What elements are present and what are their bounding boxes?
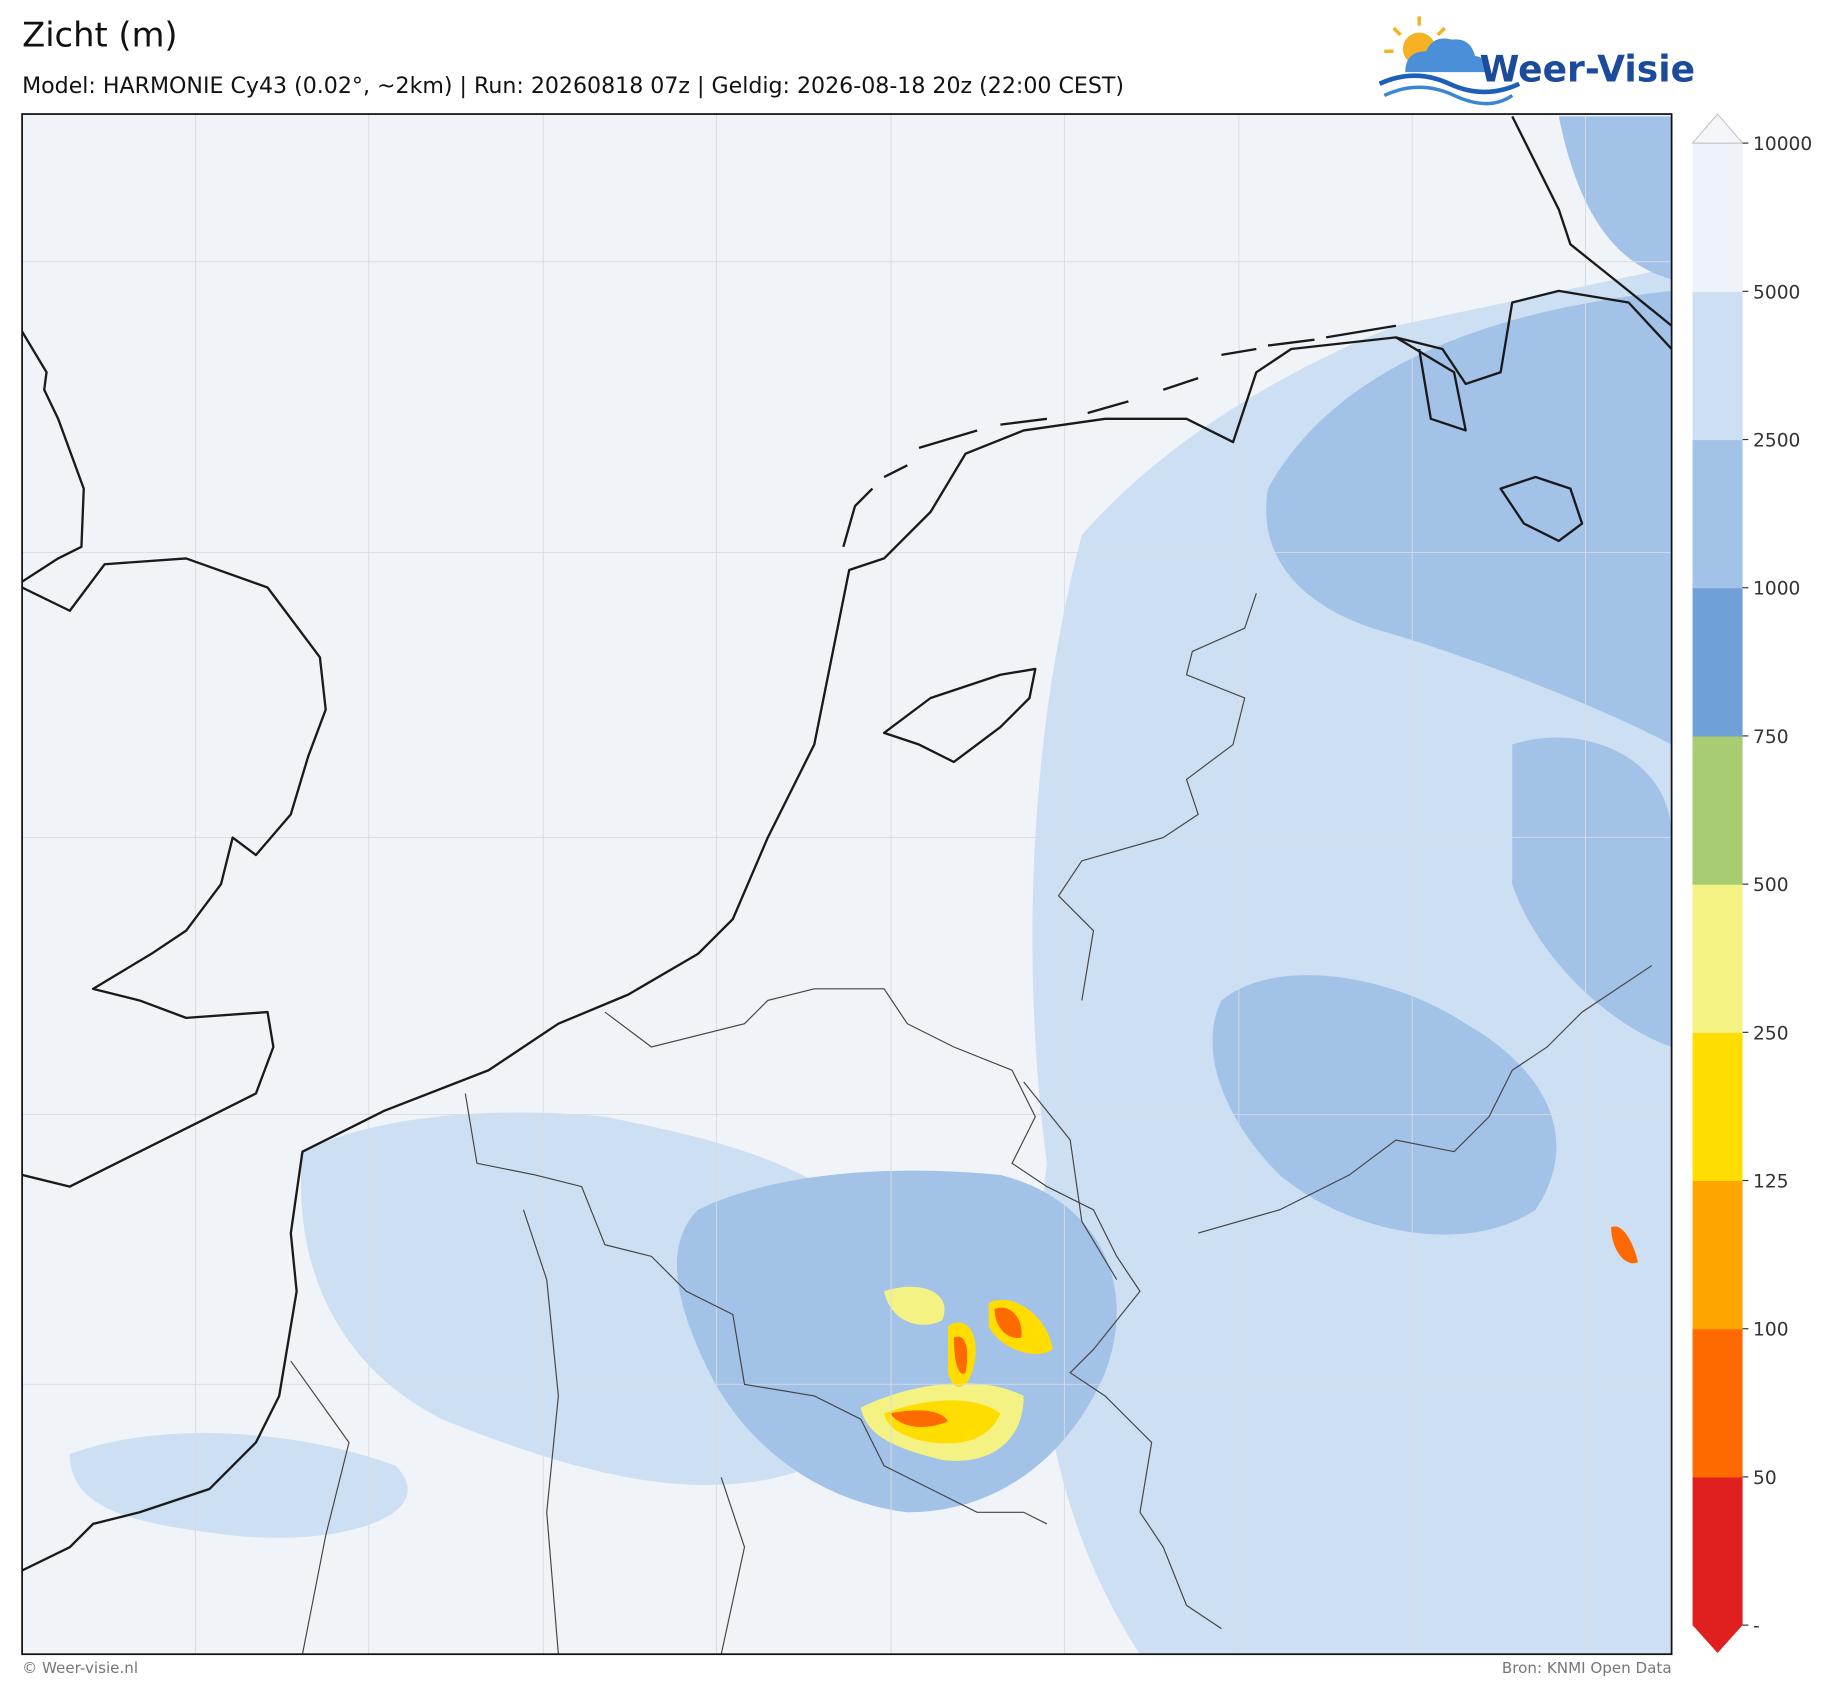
- colorbar-segment: [1692, 1032, 1743, 1182]
- borders: [290, 593, 1653, 1655]
- colorbar-tick-label: 750: [1753, 727, 1789, 748]
- colorbar-segment: [1692, 1328, 1743, 1478]
- colorbar-tick-label: 2500: [1753, 431, 1800, 452]
- colorbar-segment: [1692, 735, 1743, 885]
- colorbar-segment: [1692, 291, 1743, 441]
- colorbar-tick-label: -: [1753, 1616, 1760, 1637]
- colorbar-tick-label: 500: [1753, 875, 1789, 896]
- colorbar-segment: [1692, 1476, 1743, 1626]
- footer-source: Bron: KNMI Open Data: [1502, 1659, 1672, 1677]
- colorbar-tick-label: 250: [1753, 1023, 1789, 1044]
- colorbar-tick-label: 5000: [1753, 282, 1800, 303]
- colorbar-tick-label: 50: [1753, 1468, 1777, 1489]
- colorbar-segment: [1692, 884, 1743, 1033]
- subtitle: Model: HARMONIE Cy43 (0.02°, ~2km) | Run…: [22, 73, 1124, 99]
- title: Zicht (m): [22, 16, 177, 55]
- colorbar-tick-label: 1000: [1753, 579, 1800, 600]
- grid: [22, 114, 1672, 1655]
- logo: Weer-Visie: [1378, 16, 1695, 106]
- colorbar-segment: [1692, 439, 1743, 589]
- colorbar-extend-over: [1691, 113, 1744, 144]
- colorbar: - 50 100 125 250 500 750 1000 2500 5000 10000: [1691, 113, 1812, 1654]
- colorbar-tick-label: 125: [1753, 1172, 1789, 1193]
- colorbar-segment: [1692, 143, 1743, 292]
- logo-text: Weer-Visie: [1480, 48, 1695, 90]
- logo-icon: [1378, 16, 1521, 106]
- colorbar-segment: [1692, 1180, 1743, 1330]
- footer-credit: © Weer-visie.nl: [22, 1659, 138, 1677]
- map-frame: [21, 113, 1673, 1656]
- coastlines: [22, 115, 1672, 1572]
- colorbar-extend-under: [1692, 1625, 1743, 1654]
- map: [21, 113, 1673, 1656]
- visibility-field: [69, 116, 1672, 1655]
- colorbar-tick-label: 100: [1753, 1320, 1789, 1341]
- colorbar-tick-label: 10000: [1753, 134, 1812, 155]
- colorbar-segment: [1692, 587, 1743, 737]
